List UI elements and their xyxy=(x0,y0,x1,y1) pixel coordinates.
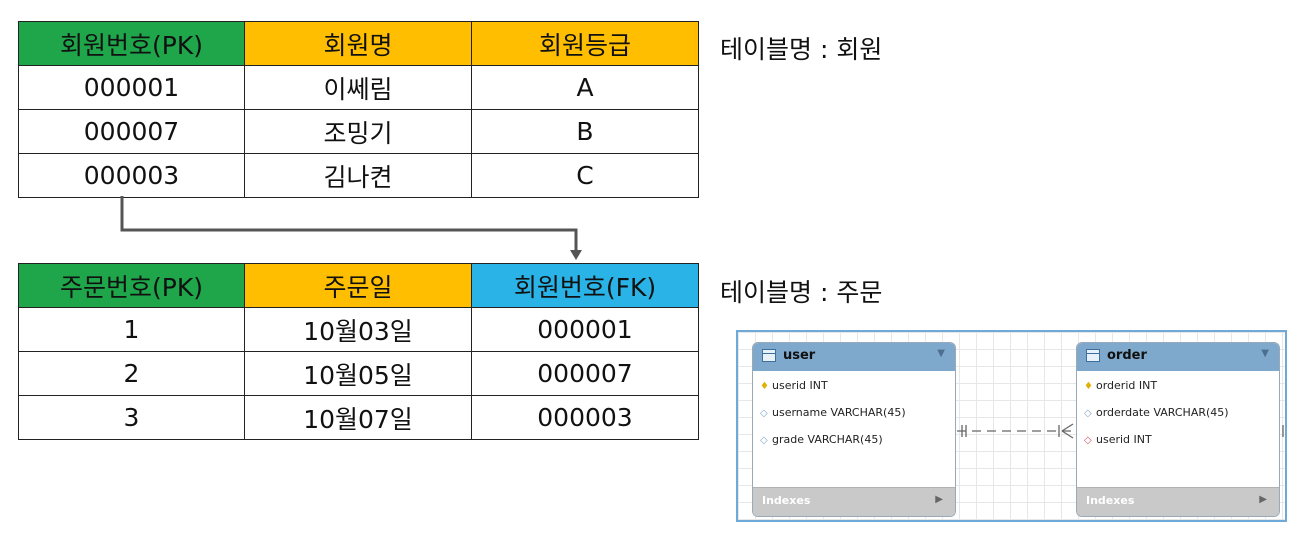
order-member-cell: 000001 xyxy=(471,307,699,352)
table-row: 3 10월07일 000003 xyxy=(18,395,699,440)
indexes-label: Indexes xyxy=(1086,494,1135,507)
order-member-cell: 000007 xyxy=(471,351,699,396)
order-entity[interactable]: order ▼ ♦ orderid INT ◇ orderdate VARCHAR(… xyxy=(1076,342,1280,517)
key-icon: ♦ xyxy=(1084,381,1093,392)
table-row: 2 10월05일 000007 xyxy=(18,351,699,396)
key-icon: ♦ xyxy=(760,381,769,392)
member-name-cell: 김나켠 xyxy=(244,153,472,198)
user-entity-header[interactable]: user ▼ xyxy=(753,343,955,371)
member-id-cell: 000001 xyxy=(18,65,245,110)
user-indexes-section[interactable]: Indexes ▶ xyxy=(753,487,955,516)
er-diagram: user ▼ ♦ userid INT ◇ username VARCHAR(45)… xyxy=(736,330,1287,522)
indexes-label: Indexes xyxy=(762,494,811,507)
order-header-row: 주문번호(PK) 주문일 회원번호(FK) xyxy=(18,263,699,308)
expand-arrow-icon[interactable]: ▶ xyxy=(935,494,943,505)
member-grade-cell: C xyxy=(471,153,699,198)
table-row: 000007 조밍기 B xyxy=(18,109,699,154)
order-member-cell: 000003 xyxy=(471,395,699,440)
table-row: 000003 김나켠 C xyxy=(18,153,699,198)
member-grade-cell: A xyxy=(471,65,699,110)
order-entity-title: order xyxy=(1107,348,1147,363)
member-grade-cell: B xyxy=(471,109,699,154)
order-id-cell: 1 xyxy=(18,307,245,352)
order-header-member-fk: 회원번호(FK) xyxy=(471,263,699,308)
order-indexes-section[interactable]: Indexes ▶ xyxy=(1077,487,1279,516)
member-id-cell: 000003 xyxy=(18,153,245,198)
order-table-caption: 테이블명 : 주문 xyxy=(720,278,883,307)
user-column: ♦ userid INT xyxy=(753,375,955,402)
collapse-triangle-icon[interactable]: ▼ xyxy=(937,348,945,359)
table-icon xyxy=(1086,349,1100,362)
collapse-triangle-icon[interactable]: ▼ xyxy=(1261,348,1269,359)
member-header-row: 회원번호(PK) 회원명 회원등급 xyxy=(18,21,699,66)
member-header-id: 회원번호(PK) xyxy=(18,21,245,66)
member-table-caption: 테이블명 : 회원 xyxy=(720,35,883,64)
order-date-cell: 10월05일 xyxy=(244,351,472,396)
user-column: ◇ username VARCHAR(45) xyxy=(753,402,955,429)
relationship-line xyxy=(957,423,1284,439)
red-diamond-icon: ◇ xyxy=(1084,435,1092,446)
table-row: 1 10월03일 000001 xyxy=(18,307,699,352)
diamond-icon: ◇ xyxy=(1084,408,1092,419)
order-id-cell: 2 xyxy=(18,351,245,396)
order-table: 주문번호(PK) 주문일 회원번호(FK) 1 10월03일 000001 2 … xyxy=(18,263,699,440)
expand-arrow-icon[interactable]: ▶ xyxy=(1259,494,1267,505)
user-column: ◇ grade VARCHAR(45) xyxy=(753,429,955,456)
diamond-icon: ◇ xyxy=(760,435,768,446)
member-table: 회원번호(PK) 회원명 회원등급 000001 이쎄림 A 000007 조밍… xyxy=(18,21,699,198)
order-date-cell: 10월03일 xyxy=(244,307,472,352)
order-column: ◇ orderdate VARCHAR(45) xyxy=(1077,402,1279,429)
order-column: ♦ orderid INT xyxy=(1077,375,1279,402)
order-date-cell: 10월07일 xyxy=(244,395,472,440)
diamond-icon: ◇ xyxy=(760,408,768,419)
member-header-name: 회원명 xyxy=(244,21,472,66)
order-header-date: 주문일 xyxy=(244,263,472,308)
user-entity[interactable]: user ▼ ♦ userid INT ◇ username VARCHAR(45)… xyxy=(752,342,956,517)
order-header-id: 주문번호(PK) xyxy=(18,263,245,308)
member-id-cell: 000007 xyxy=(18,109,245,154)
order-id-cell: 3 xyxy=(18,395,245,440)
table-icon xyxy=(762,349,776,362)
user-entity-title: user xyxy=(783,348,816,363)
order-column: ◇ userid INT xyxy=(1077,429,1279,456)
order-entity-header[interactable]: order ▼ xyxy=(1077,343,1279,371)
table-row: 000001 이쎄림 A xyxy=(18,65,699,110)
